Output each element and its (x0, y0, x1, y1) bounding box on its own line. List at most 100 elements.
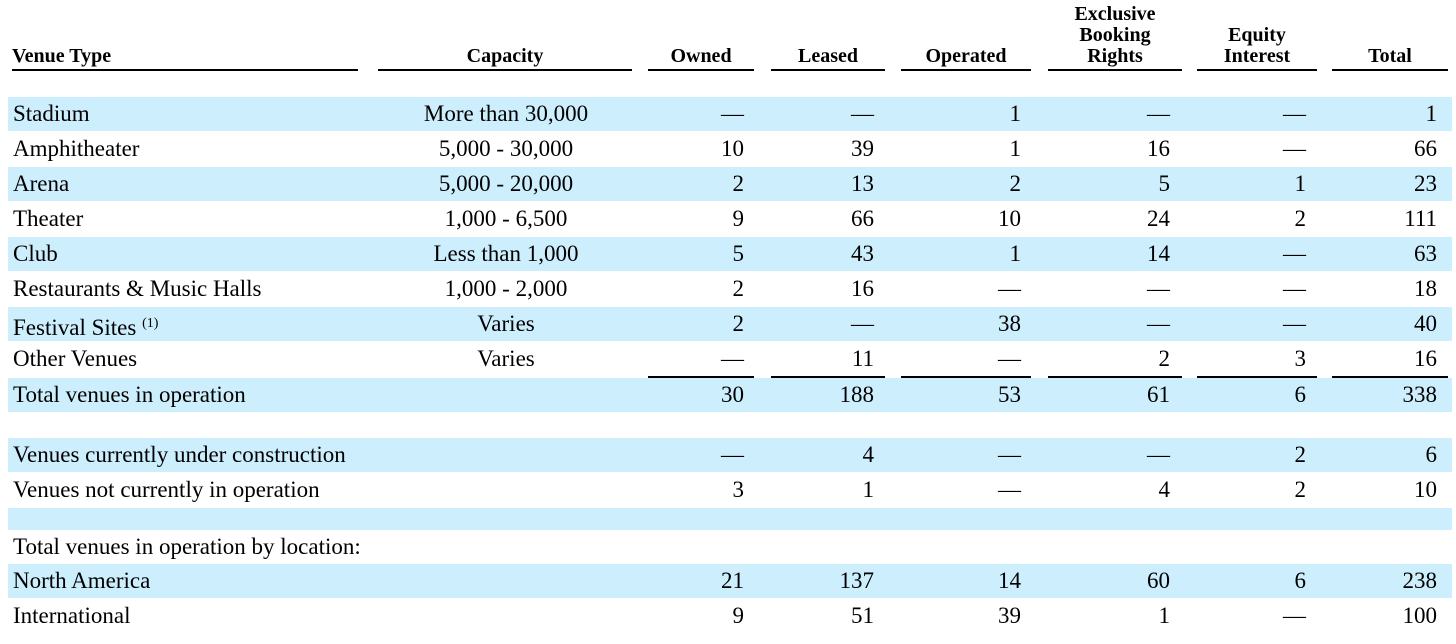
owned-cell: 10 (721, 136, 744, 161)
table-row-theater: Theater 1,000 - 6,500 9 66 10 24 2 111 (8, 202, 1452, 236)
capacity-cell (380, 473, 632, 507)
total-cell: 40 (1414, 311, 1437, 336)
operated-cell: 14 (998, 568, 1021, 593)
operated-cell: 1 (1009, 101, 1022, 126)
exclusive-cell: 1 (1158, 603, 1171, 628)
equity-cell: — (1283, 603, 1306, 628)
table-row-spacer (8, 508, 1452, 530)
operated-cell: 53 (998, 382, 1021, 407)
total-cell: 18 (1414, 276, 1437, 301)
row-label-text: Stadium (13, 101, 90, 126)
leased-cell: 51 (851, 603, 874, 628)
operated-cell: — (998, 276, 1021, 301)
header-leased: Leased (771, 46, 885, 71)
table-row-location-heading: Total venues in operation by location: (8, 530, 1452, 564)
header-capacity: Capacity (378, 46, 632, 71)
leased-cell: 137 (839, 568, 875, 593)
owned-cell: 2 (732, 311, 745, 336)
leased-cell: 4 (862, 442, 875, 467)
operated-cell: — (998, 442, 1021, 467)
header-operated: Operated (901, 46, 1031, 71)
capacity-cell: 1,000 - 6,500 (444, 206, 568, 231)
equity-cell: 2 (1294, 206, 1307, 231)
owned-cell: 5 (732, 241, 745, 266)
table-row-stadium: Stadium More than 30,000 — — 1 — — 1 (8, 97, 1452, 131)
row-label-text: Club (13, 241, 58, 266)
row-label-text: Amphitheater (13, 136, 140, 161)
total-cell: 63 (1414, 241, 1437, 266)
equity-cell: 3 (1294, 346, 1307, 371)
header-exclusive-line-3: Rights (1087, 45, 1143, 67)
row-label: Other Venues (13, 342, 137, 376)
equity-cell: 2 (1294, 442, 1307, 467)
exclusive-cell: — (1147, 442, 1170, 467)
equity-cell: — (1283, 276, 1306, 301)
row-label: Theater (13, 202, 83, 236)
operated-cell: 38 (998, 311, 1021, 336)
row-label: Venues not currently in operation (13, 473, 320, 507)
row-label-text: Total venues in operation (13, 382, 246, 407)
operated-cell: 2 (1009, 171, 1022, 196)
owned-cell: 2 (732, 276, 745, 301)
capacity-cell: 5,000 - 30,000 (438, 136, 574, 161)
table-row-international: International 9 51 39 1 — 100 (8, 599, 1452, 633)
subtotal-rule (1332, 376, 1448, 378)
owned-cell: 9 (732, 603, 745, 628)
row-label-text: Restaurants & Music Halls (13, 276, 262, 301)
table-row-north-america: North America 21 137 14 60 6 238 (8, 564, 1452, 598)
table-row-club: Club Less than 1,000 5 43 1 14 — 63 (8, 237, 1452, 271)
header-equity-line-1: Equity (1228, 24, 1286, 46)
table-row-restaurants-music-halls: Restaurants & Music Halls 1,000 - 2,000 2 1… (8, 272, 1452, 306)
table-row-arena: Arena 5,000 - 20,000 2 13 2 5 1 23 (8, 167, 1452, 201)
header-exclusive-line-2: Booking (1079, 24, 1151, 46)
header-exclusive-line-1: Exclusive (1074, 3, 1156, 25)
exclusive-cell: 5 (1158, 171, 1171, 196)
owned-cell: 3 (732, 477, 745, 502)
capacity-cell (380, 530, 632, 564)
exclusive-cell: 2 (1158, 346, 1171, 371)
header-owned: Owned (648, 46, 754, 71)
total-cell: 1 (1425, 101, 1438, 126)
total-cell: 111 (1404, 206, 1437, 231)
leased-cell: 11 (851, 346, 874, 371)
total-cell: 16 (1414, 346, 1437, 371)
row-label: International (13, 599, 131, 633)
capacity-cell (380, 599, 632, 633)
row-label: Stadium (13, 97, 90, 131)
row-label: Club (13, 237, 58, 271)
exclusive-cell: 61 (1147, 382, 1170, 407)
exclusive-cell: 24 (1147, 206, 1170, 231)
exclusive-cell: 60 (1147, 568, 1170, 593)
table-row-total-venues-in-operation: Total venues in operation 30 188 53 61 6 338 (8, 378, 1452, 412)
row-label-text: Festival Sites (13, 315, 137, 340)
exclusive-cell: 16 (1147, 136, 1170, 161)
operated-cell: 1 (1009, 241, 1022, 266)
exclusive-cell: — (1147, 276, 1170, 301)
row-label-text: Theater (13, 206, 84, 231)
equity-cell: — (1283, 241, 1306, 266)
equity-cell: — (1283, 101, 1306, 126)
operated-cell: 39 (998, 603, 1021, 628)
row-label-text: Venues currently under construction (13, 442, 346, 467)
total-cell: 6 (1425, 442, 1438, 467)
owned-cell: 21 (721, 568, 744, 593)
total-cell: 23 (1414, 171, 1437, 196)
row-label: North America (13, 564, 150, 598)
operated-cell: — (998, 346, 1021, 371)
row-label: Restaurants & Music Halls (13, 272, 262, 306)
capacity-cell: Varies (477, 346, 535, 371)
leased-cell: 1 (862, 477, 875, 502)
capacity-cell (380, 564, 632, 598)
subtotal-rule (771, 376, 885, 378)
row-label: Total venues in operation by location: (13, 530, 361, 564)
total-cell: 338 (1402, 382, 1438, 407)
table-row-venues-under-construction: Venues currently under construction — 4 — — 2… (8, 438, 1452, 472)
subtotal-rule (1197, 376, 1317, 378)
exclusive-cell: — (1147, 101, 1170, 126)
equity-cell: 6 (1294, 382, 1307, 407)
footnote-marker: (1) (142, 316, 159, 331)
equity-cell: 6 (1294, 568, 1307, 593)
header-total: Total (1332, 46, 1448, 71)
capacity-cell: 1,000 - 2,000 (444, 276, 568, 301)
row-label-text: Venues not currently in operation (13, 477, 320, 502)
